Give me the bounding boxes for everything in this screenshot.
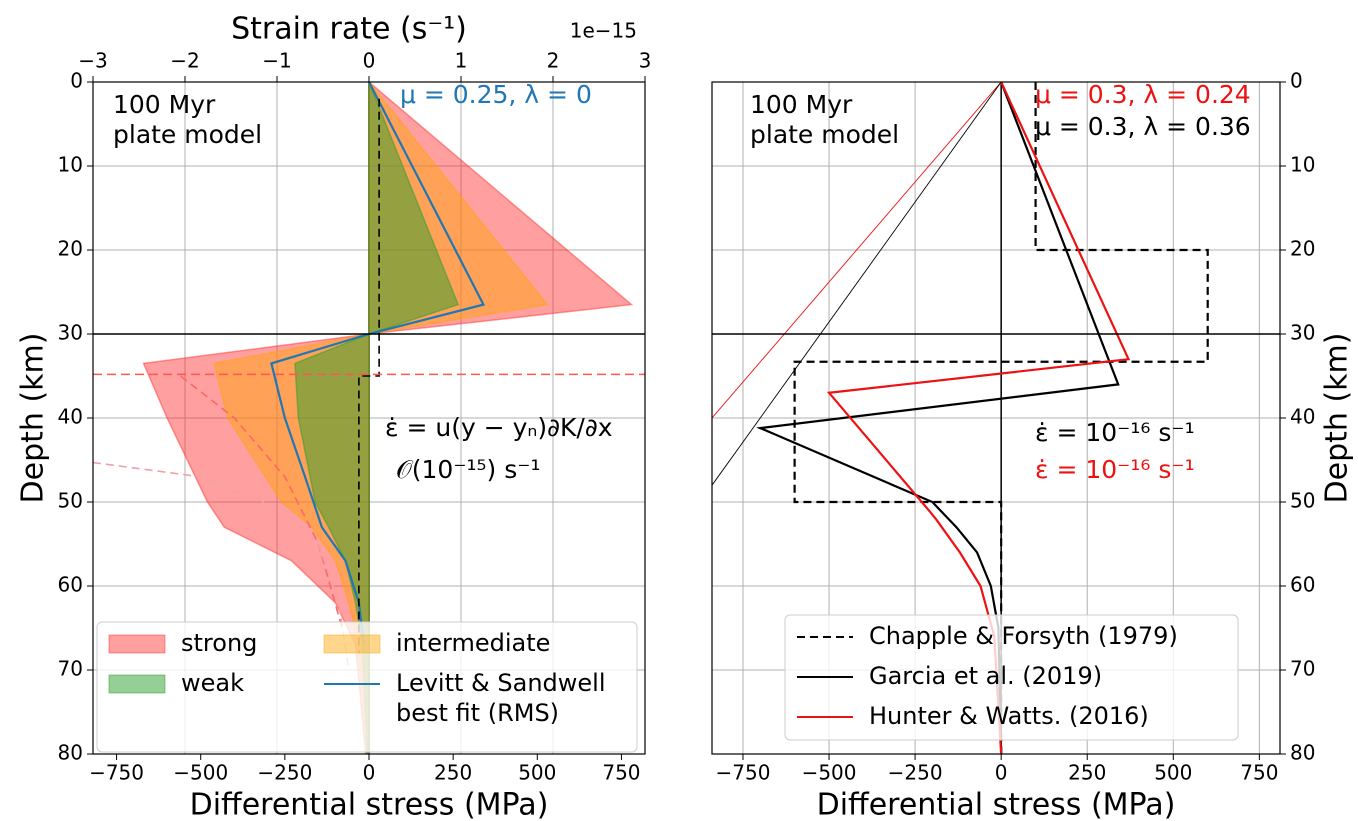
line [180,375,343,629]
annotation: 100 Myr plate model [750,90,900,149]
y-tick-label: 0 [70,69,83,93]
y-tick-label: 40 [58,405,83,429]
annotation: ε̇ = 10⁻¹⁶ s⁻¹ [1035,455,1195,484]
y-tick-label: 60 [1290,573,1315,597]
x-tick-label: 500 [518,761,556,785]
x-tick-label: 250 [1068,761,1106,785]
line [358,98,380,654]
legend-swatch [323,634,381,654]
y-axis-label: Depth (km) [1320,333,1355,504]
legend-label: Hunter & Watts. (2016) [869,702,1149,730]
y-tick-label: 70 [58,657,83,681]
line [756,82,1120,754]
y-tick-label: 80 [58,741,83,765]
x-tick-label: 250 [434,761,472,785]
y-tick-label: 40 [1290,405,1315,429]
x2-tick-label: 3 [639,49,652,73]
y-tick-label: 10 [58,153,83,177]
y-axis-label: Depth (km) [16,333,51,504]
legend-swatch [108,634,166,654]
x-tick-label: 750 [602,761,640,785]
x-tick-label: −250 [888,761,943,785]
line [93,461,350,671]
x-tick-label: 0 [363,761,376,785]
x-tick-label: −750 [716,761,771,785]
y-tick-label: 0 [1290,69,1303,93]
y-tick-label: 30 [1290,321,1315,345]
y-tick-label: 10 [1290,153,1315,177]
y-tick-label: 30 [58,321,83,345]
x2-tick-label: 1 [455,49,468,73]
legend-frame [96,621,638,753]
plot-area [93,82,645,754]
line [712,82,1002,486]
x-tick-label: 0 [995,761,1008,785]
x2-axis-label: Strain rate (s⁻¹) [231,12,467,47]
y-tick-label: 80 [1290,741,1315,765]
x-tick-label: 750 [1240,761,1278,785]
legend-label: intermediate [396,629,551,657]
legend-label: strong [181,629,258,657]
legend-label: weak [181,669,244,697]
x-tick-label: −250 [257,761,312,785]
x-tick-label: −500 [173,761,228,785]
annotation: 100 Myr plate model [113,90,263,149]
line [793,82,1209,754]
y-tick-label: 20 [58,237,83,261]
legend-frame [784,614,1239,741]
legend-label: Garcia et al. (2019) [869,662,1103,690]
line [270,82,486,645]
legend-label: Chapple & Forsyth (1979) [869,622,1178,650]
x-tick-label: −500 [802,761,857,785]
x-tick-label: −750 [89,761,144,785]
x-axis-label: Differential stress (MPa) [190,788,549,821]
legend-label: Levitt & Sandwell best fit (RMS) [396,669,606,727]
x2-tick-label: −2 [170,49,199,73]
x2-tick-label: 0 [363,49,376,73]
y-tick-label: 50 [1290,489,1315,513]
annotation: ε̇ = 10⁻¹⁶ s⁻¹ [1035,418,1195,447]
x2-tick-label: 2 [547,49,560,73]
annotation: μ = 0.25, λ = 0 [400,80,592,109]
y-tick-label: 60 [58,573,83,597]
annotation: ε̇ = u(y − yₙ)∂K/∂x [385,413,613,442]
line [712,82,1002,419]
annotation: μ = 0.3, λ = 0.24 [1035,80,1251,109]
x-axis-label: Differential stress (MPa) [817,788,1176,821]
y-tick-label: 70 [1290,657,1315,681]
annotation: μ = 0.3, λ = 0.36 [1035,112,1251,141]
legend-swatch [108,674,166,694]
x2-offset-label: 1e−15 [570,19,637,43]
y-tick-label: 50 [58,489,83,513]
annotation: 𝒪(10⁻¹⁵) s⁻¹ [396,455,541,484]
y-tick-label: 20 [1290,237,1315,261]
x2-tick-label: −3 [78,49,107,73]
x2-tick-label: −1 [262,49,291,73]
x-tick-label: 500 [1154,761,1192,785]
